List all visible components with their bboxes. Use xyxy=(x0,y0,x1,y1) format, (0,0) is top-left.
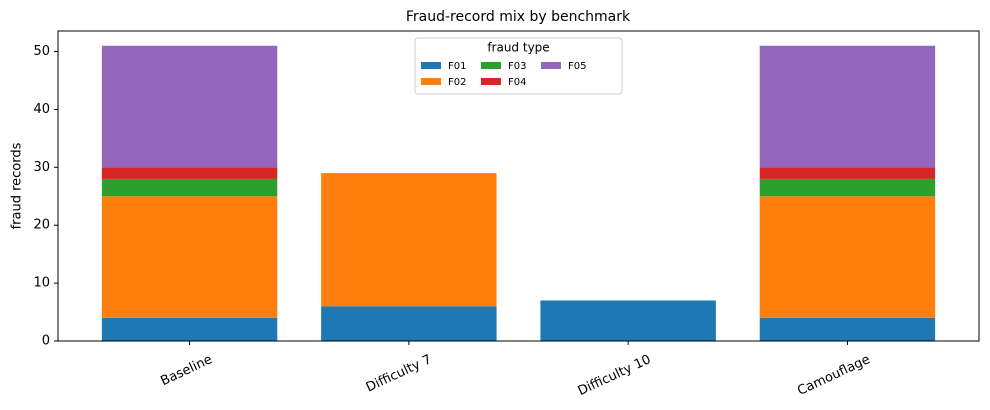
legend-swatch xyxy=(421,78,441,85)
bar-segment xyxy=(759,45,936,168)
legend-box xyxy=(414,37,623,95)
legend-label: F05 xyxy=(568,61,586,72)
bar-segment xyxy=(540,300,716,341)
legend-swatch xyxy=(541,62,561,69)
y-tick-label: 0 xyxy=(42,334,50,349)
bar-segment xyxy=(101,317,278,341)
legend-label: F03 xyxy=(508,61,526,72)
bar-segment xyxy=(101,178,278,197)
x-tick-label: Difficulty 7 xyxy=(364,352,434,395)
y-tick-label: 40 xyxy=(33,102,50,117)
legend-label: F01 xyxy=(448,61,466,72)
bar-segment xyxy=(101,167,278,179)
x-tick-label: Camouflage xyxy=(795,352,872,399)
bar-segment xyxy=(321,173,497,307)
legend-swatch xyxy=(481,62,501,69)
bar-segment xyxy=(759,317,936,341)
bar-segment xyxy=(759,196,936,318)
y-tick-label: 10 xyxy=(33,276,50,291)
legend-title: fraud type xyxy=(487,41,549,55)
y-tick-label: 20 xyxy=(33,218,50,233)
legend-label: F02 xyxy=(448,77,466,88)
y-axis-label: fraud records xyxy=(10,142,25,229)
y-tick-label: 50 xyxy=(33,44,50,59)
bar-segment xyxy=(101,45,278,168)
legend-swatch xyxy=(481,78,501,85)
y-tick-label: 30 xyxy=(33,160,50,175)
bar-segment xyxy=(759,178,936,197)
bar-segment xyxy=(759,167,936,179)
chart-title: Fraud-record mix by benchmark xyxy=(406,9,631,25)
legend-label: F04 xyxy=(508,77,526,88)
x-tick-label: Baseline xyxy=(158,352,214,389)
legend-swatch xyxy=(421,62,441,69)
x-tick-label: Difficulty 10 xyxy=(576,352,654,399)
plot-frame xyxy=(57,30,980,342)
bar-segment xyxy=(101,196,278,318)
bar-segment xyxy=(321,306,497,341)
